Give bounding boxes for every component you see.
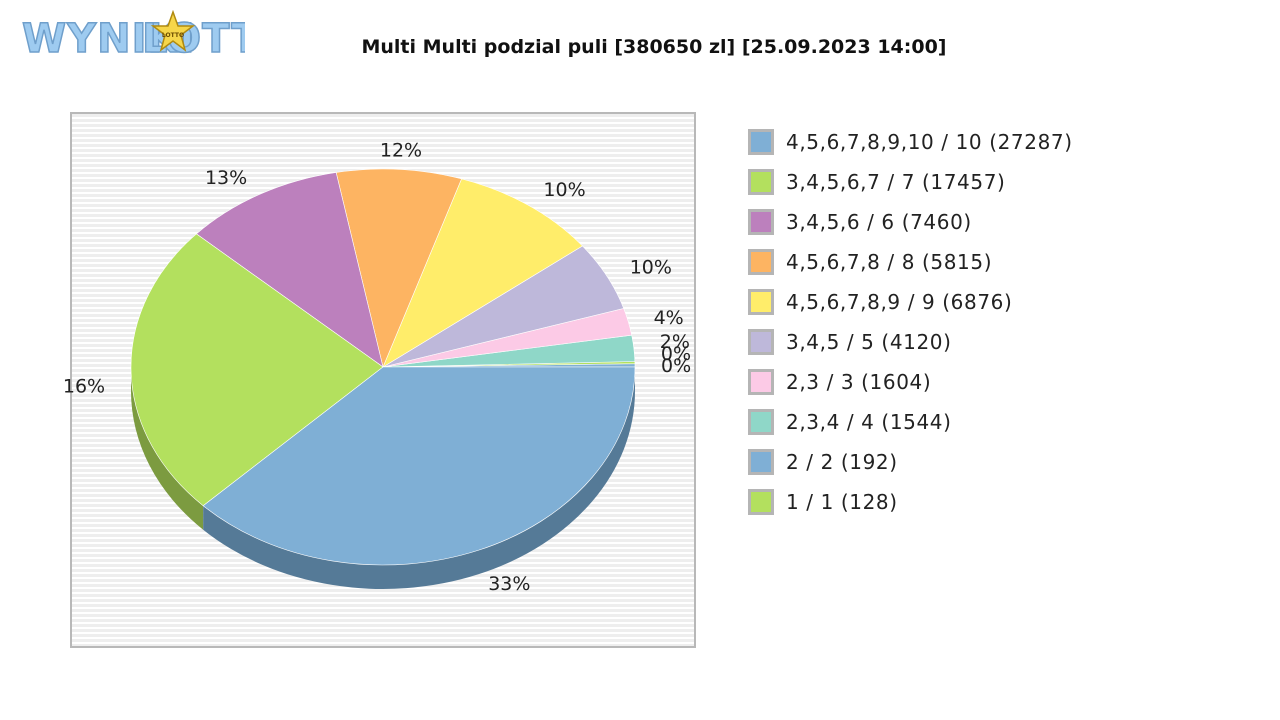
legend-label: 2 / 2 (192) bbox=[786, 450, 898, 474]
legend-label: 4,5,6,7,8,9,10 / 10 (27287) bbox=[786, 130, 1073, 154]
pie-percent-label: 2% bbox=[660, 331, 690, 353]
pie-slices bbox=[130, 168, 636, 566]
legend-item: 2,3 / 3 (1604) bbox=[748, 362, 1073, 402]
legend-swatch bbox=[748, 369, 774, 395]
logo-text-right: LOTTO bbox=[142, 16, 245, 62]
legend-label: 3,4,5,6 / 6 (7460) bbox=[786, 210, 972, 234]
legend-label: 4,5,6,7,8,9 / 9 (6876) bbox=[786, 290, 1013, 314]
legend-item: 3,4,5 / 5 (4120) bbox=[748, 322, 1073, 362]
chart-legend: 4,5,6,7,8,9,10 / 10 (27287) 3,4,5,6,7 / 7… bbox=[748, 122, 1073, 522]
logo-star-text: LOTTO bbox=[162, 32, 184, 39]
legend-item: 4,5,6,7,8,9,10 / 10 (27287) bbox=[748, 122, 1073, 162]
legend-swatch bbox=[748, 169, 774, 195]
legend-label: 2,3 / 3 (1604) bbox=[786, 370, 932, 394]
legend-item: 3,4,5,6 / 6 (7460) bbox=[748, 202, 1073, 242]
legend-swatch bbox=[748, 249, 774, 275]
pie-percent-label: 0% bbox=[661, 343, 691, 365]
legend-swatch bbox=[748, 449, 774, 475]
legend-swatch bbox=[748, 209, 774, 235]
pie-percent-labels: 0%0%2%4% 10% 10% 12% 13% 16% 33% bbox=[63, 140, 691, 596]
chart-title: Multi Multi podzial puli [380650 zl] [25… bbox=[0, 36, 1280, 58]
wyniki-lotto-logo: WYNIKI LOTTO LOTTO bbox=[21, 10, 245, 62]
legend-swatch bbox=[748, 329, 774, 355]
legend-item: 2 / 2 (192) bbox=[748, 442, 1073, 482]
legend-item: 2,3,4 / 4 (1544) bbox=[748, 402, 1073, 442]
pie-slice bbox=[202, 366, 636, 566]
legend-swatch bbox=[748, 129, 774, 155]
pie-percent-label: 10% bbox=[543, 179, 585, 201]
pie-percent-label: 12% bbox=[380, 140, 422, 162]
legend-swatch bbox=[748, 489, 774, 515]
star-icon: LOTTO bbox=[150, 10, 196, 52]
legend-item: 4,5,6,7,8,9 / 9 (6876) bbox=[748, 282, 1073, 322]
legend-label: 1 / 1 (128) bbox=[786, 490, 898, 514]
pie-slice bbox=[130, 233, 384, 507]
pie-slice bbox=[382, 178, 583, 368]
pie-slice bbox=[335, 168, 462, 368]
pie-slice-side bbox=[131, 367, 204, 530]
pie-depth bbox=[131, 367, 636, 590]
legend-item: 4,5,6,7,8 / 8 (5815) bbox=[748, 242, 1073, 282]
legend-label: 2,3,4 / 4 (1544) bbox=[786, 410, 952, 434]
pie-percent-label: 0% bbox=[661, 355, 691, 377]
chart-title-text: Multi Multi podzial puli [380650 zl] [25… bbox=[361, 36, 947, 58]
legend-label: 4,5,6,7,8 / 8 (5815) bbox=[786, 250, 993, 274]
pie-percent-label: 13% bbox=[205, 167, 247, 189]
legend-item: 1 / 1 (128) bbox=[748, 482, 1073, 522]
legend-item: 3,4,5,6,7 / 7 (17457) bbox=[748, 162, 1073, 202]
pie-percent-label: 16% bbox=[63, 376, 105, 398]
legend-label: 3,4,5 / 5 (4120) bbox=[786, 330, 952, 354]
legend-swatch bbox=[748, 289, 774, 315]
pie-percent-label: 33% bbox=[488, 573, 530, 595]
pie-percent-label: 4% bbox=[654, 307, 684, 329]
legend-label: 3,4,5,6,7 / 7 (17457) bbox=[786, 170, 1006, 194]
legend-swatch bbox=[748, 409, 774, 435]
pie-percent-label: 10% bbox=[630, 257, 672, 279]
pie-slice bbox=[195, 172, 384, 368]
pie-slice-side bbox=[203, 367, 636, 590]
